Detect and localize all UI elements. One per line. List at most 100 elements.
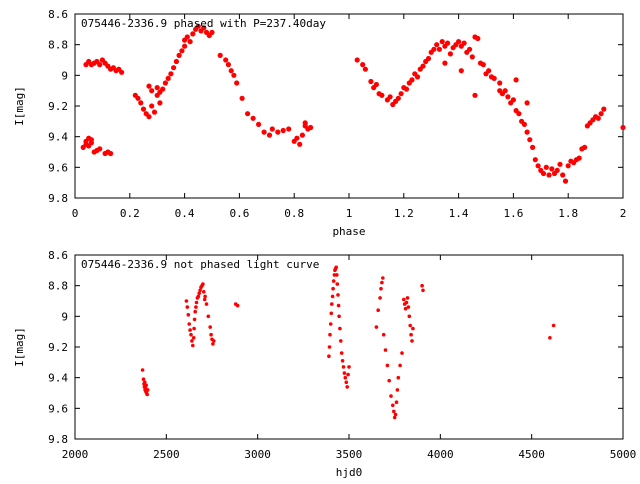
data-point (194, 305, 198, 309)
data-point (395, 388, 400, 392)
data-point (406, 305, 411, 309)
data-point (409, 332, 413, 337)
x-axis-label: phase (332, 225, 365, 238)
data-point (154, 85, 160, 91)
data-point (385, 363, 390, 368)
data-point (505, 94, 511, 100)
y-tick-label: 9 (61, 69, 68, 82)
y-axis-label: I[mag] (13, 86, 26, 126)
data-point (398, 363, 402, 368)
y-tick-label: 9.2 (48, 100, 68, 113)
y-tick-label: 8.8 (48, 280, 68, 293)
x-tick-label: 3000 (244, 448, 271, 461)
data-point (393, 412, 398, 417)
data-point (138, 100, 144, 106)
data-point (461, 40, 467, 46)
data-point (475, 35, 481, 42)
data-point (565, 163, 571, 169)
data-point (192, 326, 196, 331)
data-point (447, 51, 453, 57)
data-point (337, 314, 341, 319)
data-point (392, 409, 396, 414)
data-point (456, 39, 462, 45)
data-point (527, 137, 533, 143)
data-point (378, 296, 382, 300)
chart-title: 075446-2336.9 not phased light curve (81, 258, 319, 271)
data-point (543, 164, 549, 170)
data-point (209, 332, 213, 337)
data-point (269, 126, 275, 132)
data-point (335, 273, 339, 277)
data-point (190, 339, 194, 343)
data-point (185, 305, 190, 309)
data-point (535, 163, 541, 169)
data-point (467, 46, 473, 52)
data-point (340, 359, 345, 363)
x-tick-label: 1.2 (394, 207, 414, 220)
data-point (201, 25, 207, 31)
data-point (299, 132, 305, 138)
data-point (445, 40, 451, 46)
data-point (391, 403, 395, 408)
data-point (383, 348, 388, 352)
data-point (549, 166, 555, 172)
data-point (373, 81, 379, 88)
x-tick-label: 5000 (610, 448, 637, 461)
data-point (576, 155, 582, 161)
data-point (193, 309, 197, 314)
y-axis-label: I[mag] (13, 327, 26, 367)
data-point (212, 339, 216, 343)
y-tick-label: 9.4 (48, 372, 68, 385)
data-point (223, 57, 229, 63)
data-point (434, 42, 440, 48)
data-point (211, 342, 215, 346)
data-point (209, 29, 215, 35)
data-point (146, 114, 152, 120)
data-point (203, 294, 207, 299)
y-tick-label: 9.2 (48, 341, 68, 354)
data-point (202, 290, 206, 294)
data-point (409, 77, 415, 83)
data-points (80, 23, 626, 184)
data-point (374, 325, 379, 329)
data-point (551, 323, 556, 328)
data-point (339, 351, 344, 355)
data-point (425, 55, 432, 62)
data-point (176, 52, 182, 59)
data-point (204, 302, 209, 306)
x-axis-label: hjd0 (336, 466, 363, 479)
data-point (187, 322, 191, 326)
y-tick-label: 8.6 (48, 8, 68, 21)
data-point (192, 317, 197, 322)
data-point (582, 144, 588, 150)
data-point (206, 314, 211, 319)
data-point (381, 332, 386, 337)
chart-title: 075446-2336.9 phased with P=237.40day (81, 17, 326, 30)
data-point (144, 383, 148, 388)
data-point (497, 88, 503, 94)
data-point (486, 68, 492, 74)
data-point (173, 58, 179, 65)
data-point (179, 48, 185, 54)
data-point (408, 323, 413, 328)
data-point (548, 336, 552, 340)
unphased-light-curve-panel: 2000 2500 3000 3500 4000 4500 5000 8.6 8.8 9 9.2 9.… (13, 249, 636, 479)
data-point (234, 80, 240, 86)
data-point (231, 72, 237, 78)
data-point (331, 286, 335, 291)
data-point (334, 265, 339, 270)
data-point (346, 372, 350, 377)
data-point (141, 377, 146, 382)
data-point (88, 137, 94, 143)
data-point (328, 332, 332, 337)
data-point (620, 124, 626, 131)
data-point (400, 351, 404, 355)
data-point (186, 313, 191, 317)
data-point (339, 339, 343, 343)
data-point (119, 69, 125, 75)
data-point (497, 80, 503, 86)
data-point (420, 283, 424, 288)
data-point (196, 294, 201, 299)
data-point (336, 293, 340, 297)
data-point (458, 68, 464, 74)
